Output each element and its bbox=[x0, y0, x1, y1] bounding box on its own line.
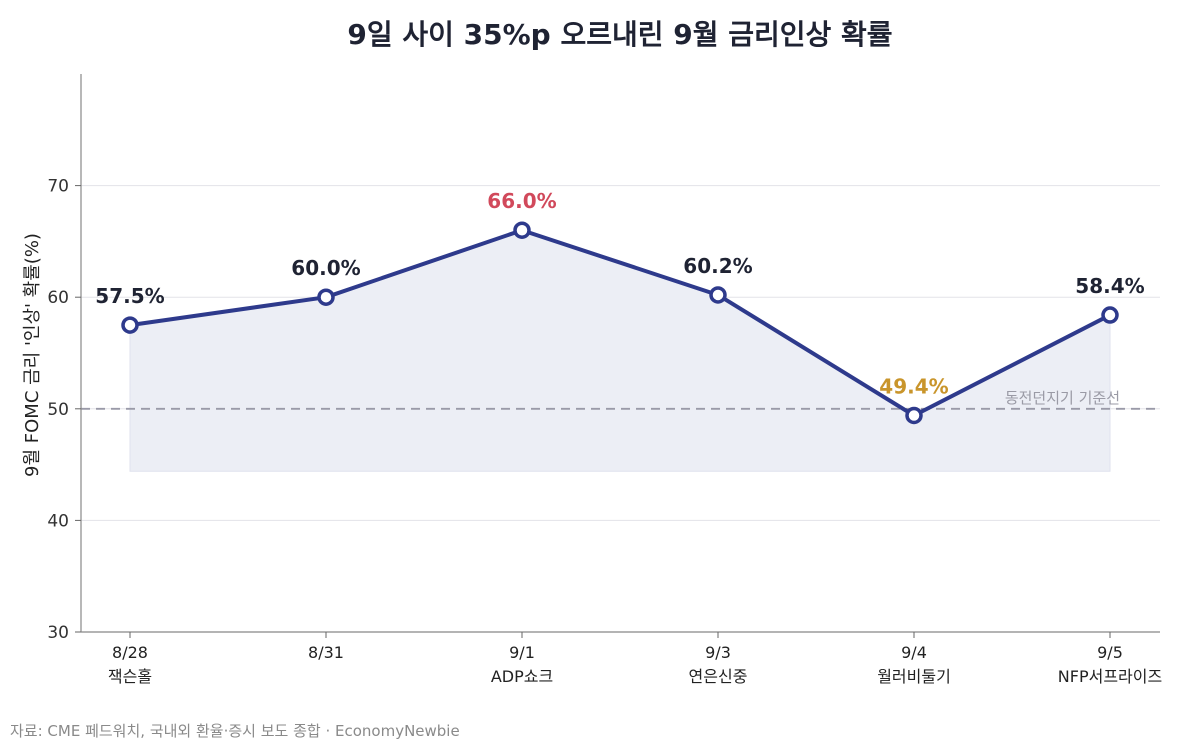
data-point bbox=[121, 316, 139, 334]
data-labels: 57.5% 60.0% 66.0% 60.2% 49.4% 58.4% bbox=[95, 189, 1144, 398]
data-point bbox=[1101, 306, 1119, 324]
x-tick-event-label: ADP쇼크 bbox=[491, 667, 553, 686]
y-tick-label: 60 bbox=[47, 288, 69, 308]
source-note: 자료: CME 페드워치, 국내외 환율·증시 보도 종합 · EconomyN… bbox=[10, 722, 460, 740]
x-tick-label: 8/28 bbox=[112, 643, 148, 662]
data-label: 49.4% bbox=[879, 374, 948, 398]
x-tick-event-label: 월러비둘기 bbox=[877, 667, 951, 686]
x-tick-event-label: 연은신중 bbox=[689, 667, 748, 686]
data-point bbox=[905, 406, 923, 425]
x-axis-ticks: 8/28 잭슨홀 8/31 9/1 ADP쇼크 9/3 연은신중 9/4 월러비둘기 9/5 NFP… bbox=[108, 632, 1162, 686]
reference-line-label: 동전던지기 기준선 bbox=[1005, 389, 1120, 407]
data-points bbox=[121, 221, 1119, 425]
x-tick-event-label: NFP서프라이즈 bbox=[1058, 667, 1162, 686]
y-tick-label: 30 bbox=[47, 623, 69, 643]
y-tick-label: 50 bbox=[47, 400, 69, 420]
y-axis-label: 9월 FOMC 금리 '인상' 확률(%) bbox=[22, 233, 43, 477]
x-tick-label: 9/3 bbox=[705, 643, 731, 662]
y-tick-label: 70 bbox=[47, 177, 69, 197]
data-label: 60.0% bbox=[291, 256, 360, 280]
data-point bbox=[513, 221, 531, 239]
x-tick-label: 8/31 bbox=[308, 643, 344, 662]
y-axis-ticks: 30 40 50 60 70 bbox=[47, 177, 81, 643]
data-label: 66.0% bbox=[487, 189, 556, 213]
series-line bbox=[129, 228, 1111, 418]
x-tick-label: 9/5 bbox=[1097, 643, 1123, 662]
x-tick-label: 9/4 bbox=[901, 643, 927, 662]
chart-title: 9일 사이 35%p 오르내린 9월 금리인상 확률 bbox=[347, 18, 892, 51]
data-label: 60.2% bbox=[683, 254, 752, 278]
x-tick-label: 9/1 bbox=[509, 643, 535, 662]
y-tick-label: 40 bbox=[47, 511, 69, 531]
data-label: 58.4% bbox=[1075, 274, 1144, 298]
data-label: 57.5% bbox=[95, 284, 164, 308]
area-fill bbox=[129, 229, 1111, 472]
data-point bbox=[317, 288, 335, 306]
data-point bbox=[709, 286, 727, 304]
x-tick-event-label: 잭슨홀 bbox=[108, 667, 152, 686]
